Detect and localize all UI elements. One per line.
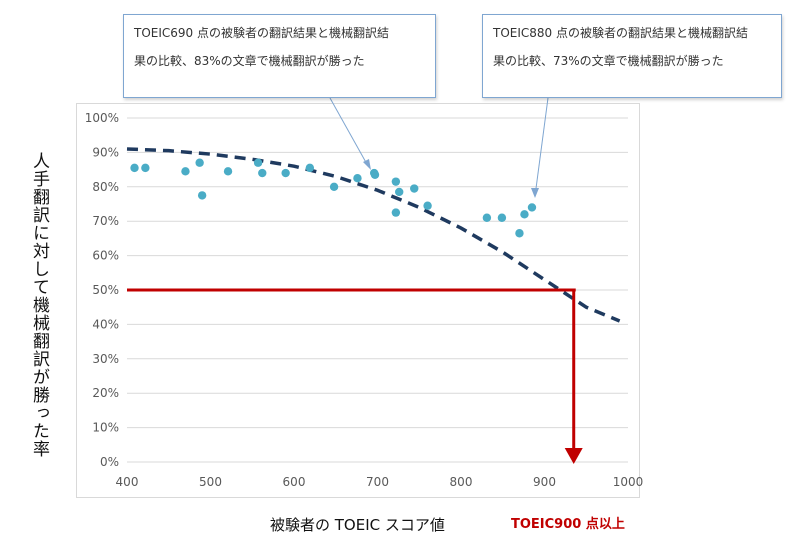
trendline [126, 147, 621, 323]
data-point [141, 163, 150, 173]
callout-toeic690-pointer-head [363, 159, 371, 170]
data-point [370, 170, 380, 179]
data-point [391, 177, 401, 186]
y-axis-title: 人手翻訳に対して機械翻訳が勝った率 [29, 152, 49, 458]
data-point [181, 167, 190, 176]
data-point [130, 163, 139, 173]
y-tick-label: 10% [92, 421, 119, 435]
data-point [197, 191, 207, 200]
data-point [253, 158, 263, 167]
data-point [305, 163, 315, 173]
data-point [423, 201, 432, 210]
y-tick-label: 30% [92, 352, 119, 366]
callout-toeic690-line2: 果の比較、83%の文章で機械翻訳が勝った [134, 54, 365, 68]
y-tick-label: 80% [92, 180, 119, 194]
x-tick-label: 700 [366, 475, 389, 489]
data-point [515, 229, 524, 238]
callout-toeic880-line2: 果の比較、73%の文章で機械翻訳が勝った [493, 54, 724, 68]
data-point [195, 158, 204, 167]
y-tick-label: 70% [92, 214, 119, 228]
callout-toeic690-line1: TOEIC690 点の被験者の翻訳結果と機械翻訳結 [134, 26, 389, 40]
x-tick-label: 600 [283, 475, 306, 489]
data-point [353, 174, 362, 183]
data-point [258, 168, 267, 178]
x-tick-label: 400 [116, 475, 139, 489]
y-tick-label: 50% [92, 283, 119, 297]
x-tick-label: 800 [450, 475, 473, 489]
callout-toeic880-pointer-head [531, 188, 539, 198]
x-axis-title: 被験者の TOEIC スコア値 [270, 516, 445, 534]
callout-toeic880: TOEIC880 点の被験者の翻訳結果と機械翻訳結 果の比較、73%の文章で機械… [482, 14, 782, 98]
data-point [395, 187, 404, 197]
callout-toeic880-line1: TOEIC880 点の被験者の翻訳結果と機械翻訳結 [493, 26, 748, 40]
data-point [520, 210, 529, 219]
callout-toeic690: TOEIC690 点の被験者の翻訳結果と機械翻訳結 果の比較、83%の文章で機械… [123, 14, 436, 98]
callout-toeic880-pointer [534, 97, 549, 197]
threshold-arrowhead [564, 448, 583, 464]
x-tick-label: 1000 [613, 475, 644, 489]
y-tick-label: 60% [92, 249, 119, 263]
callout-toeic690-pointer [329, 97, 369, 167]
data-point [482, 213, 492, 222]
data-point [281, 168, 290, 178]
data-point [391, 208, 401, 217]
target-score-label: TOEIC900 点以上 [511, 517, 625, 532]
x-tick-label: 900 [533, 475, 556, 489]
y-tick-label: 100% [85, 111, 119, 125]
data-point [223, 167, 233, 176]
x-tick-label: 500 [199, 475, 222, 489]
y-tick-label: 40% [92, 317, 119, 331]
y-tick-label: 20% [92, 386, 119, 400]
plot-area-frame [76, 103, 640, 498]
y-tick-label: 90% [92, 145, 119, 159]
data-point [329, 182, 339, 191]
data-point [527, 203, 537, 212]
data-point [497, 213, 507, 222]
y-tick-label: 0% [100, 455, 119, 469]
data-point [410, 184, 419, 193]
